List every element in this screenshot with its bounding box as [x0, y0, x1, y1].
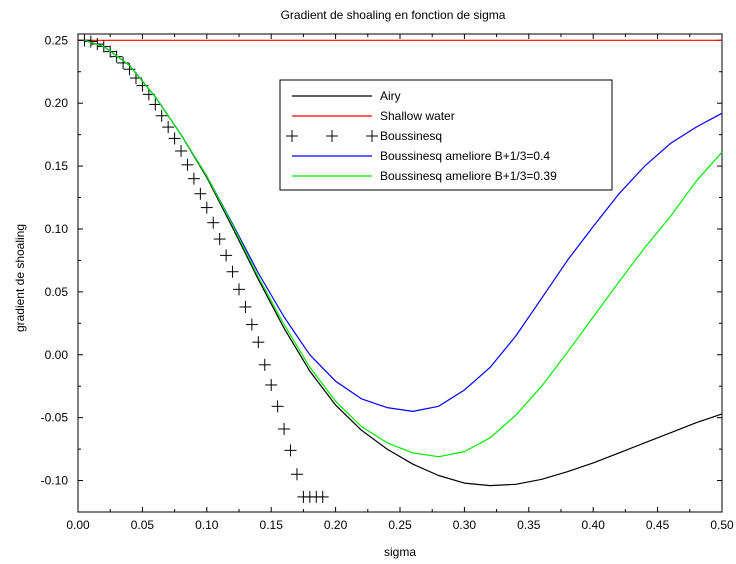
- x-tick-label: 0.10: [195, 518, 219, 532]
- series-marker-boussinesq: [316, 490, 329, 503]
- series-marker-boussinesq: [290, 468, 303, 481]
- y-tick-label: -0.10: [41, 474, 69, 488]
- x-tick-label: 0.05: [131, 518, 155, 532]
- chart-title: Gradient de shoaling en fonction de sigm…: [281, 8, 506, 22]
- series-marker-boussinesq: [200, 201, 213, 214]
- legend-label-boussinesq-ameliore-b-1-3-0-39: Boussinesq ameliore B+1/3=0.39: [380, 169, 557, 183]
- series-layer: [78, 34, 723, 503]
- y-tick-label: 0.00: [45, 348, 69, 362]
- legend-label-boussinesq: Boussinesq: [380, 129, 442, 143]
- series-marker-boussinesq: [271, 400, 284, 413]
- x-tick-label: 0.20: [324, 518, 348, 532]
- series-marker-boussinesq: [239, 300, 252, 313]
- legend-label-airy: Airy: [380, 89, 401, 103]
- series-marker-boussinesq: [265, 378, 278, 391]
- y-tick-label: 0.25: [45, 33, 69, 47]
- legend-marker-boussinesq: [326, 130, 338, 142]
- x-tick-label: 0.15: [260, 518, 284, 532]
- series-marker-boussinesq: [155, 109, 168, 122]
- series-marker-boussinesq: [245, 318, 258, 331]
- y-tick-label: 0.20: [45, 96, 69, 110]
- x-tick-label: 0.45: [646, 518, 670, 532]
- x-tick-label: 0.40: [582, 518, 606, 532]
- x-tick-label: 0.35: [517, 518, 541, 532]
- series-marker-boussinesq: [207, 216, 220, 229]
- x-tick-label: 0.00: [66, 518, 90, 532]
- x-axis-title: sigma: [384, 545, 416, 559]
- series-marker-boussinesq: [181, 158, 194, 171]
- series-marker-boussinesq: [117, 56, 130, 69]
- legend: Airy Shallow water Boussinesq Boussinesq am…: [279, 79, 613, 191]
- series-marker-boussinesq: [252, 336, 265, 349]
- legend-box: [279, 79, 613, 191]
- series-marker-boussinesq: [226, 265, 239, 278]
- series-marker-boussinesq: [233, 283, 245, 296]
- series-marker-boussinesq: [284, 444, 297, 457]
- legend-label-boussinesq-ameliore-b-1-3-0-4: Boussinesq ameliore B+1/3=0.4: [380, 149, 550, 163]
- x-tick-label: 0.25: [388, 518, 412, 532]
- series-marker-boussinesq: [162, 121, 175, 134]
- series-marker-boussinesq: [149, 98, 162, 111]
- series-marker-boussinesq: [168, 132, 181, 145]
- legend-marker-boussinesq: [286, 130, 298, 142]
- series-marker-boussinesq: [213, 233, 226, 246]
- series-marker-boussinesq: [175, 144, 188, 157]
- series-marker-boussinesq: [258, 358, 271, 371]
- x-tick-label: 0.50: [710, 518, 734, 532]
- legend-marker-boussinesq: [366, 130, 378, 142]
- series-marker-boussinesq: [220, 249, 233, 262]
- series-marker-boussinesq: [187, 172, 200, 185]
- y-tick-label: 0.05: [45, 285, 69, 299]
- x-tick-label: 0.30: [453, 518, 477, 532]
- y-axis-ticks: -0.10 -0.05 0.00 0.05 0.10 0.15 0.20 0.25: [41, 33, 722, 488]
- y-tick-label: -0.05: [41, 411, 69, 425]
- y-tick-label: 0.10: [45, 222, 69, 236]
- series-marker-boussinesq: [194, 187, 207, 200]
- x-axis-ticks: 0.00 0.05 0.10 0.15 0.20 0.25 0.30 0.35 0.40 0.45…: [66, 34, 734, 532]
- y-tick-label: 0.15: [45, 159, 69, 173]
- series-marker-boussinesq: [278, 422, 291, 435]
- legend-label-shallow-water: Shallow water: [380, 109, 455, 123]
- y-axis-title: gradient de shoaling: [13, 224, 27, 332]
- series-line-boussinesq-ameliore-b-1-3-0-39: [84, 39, 723, 458]
